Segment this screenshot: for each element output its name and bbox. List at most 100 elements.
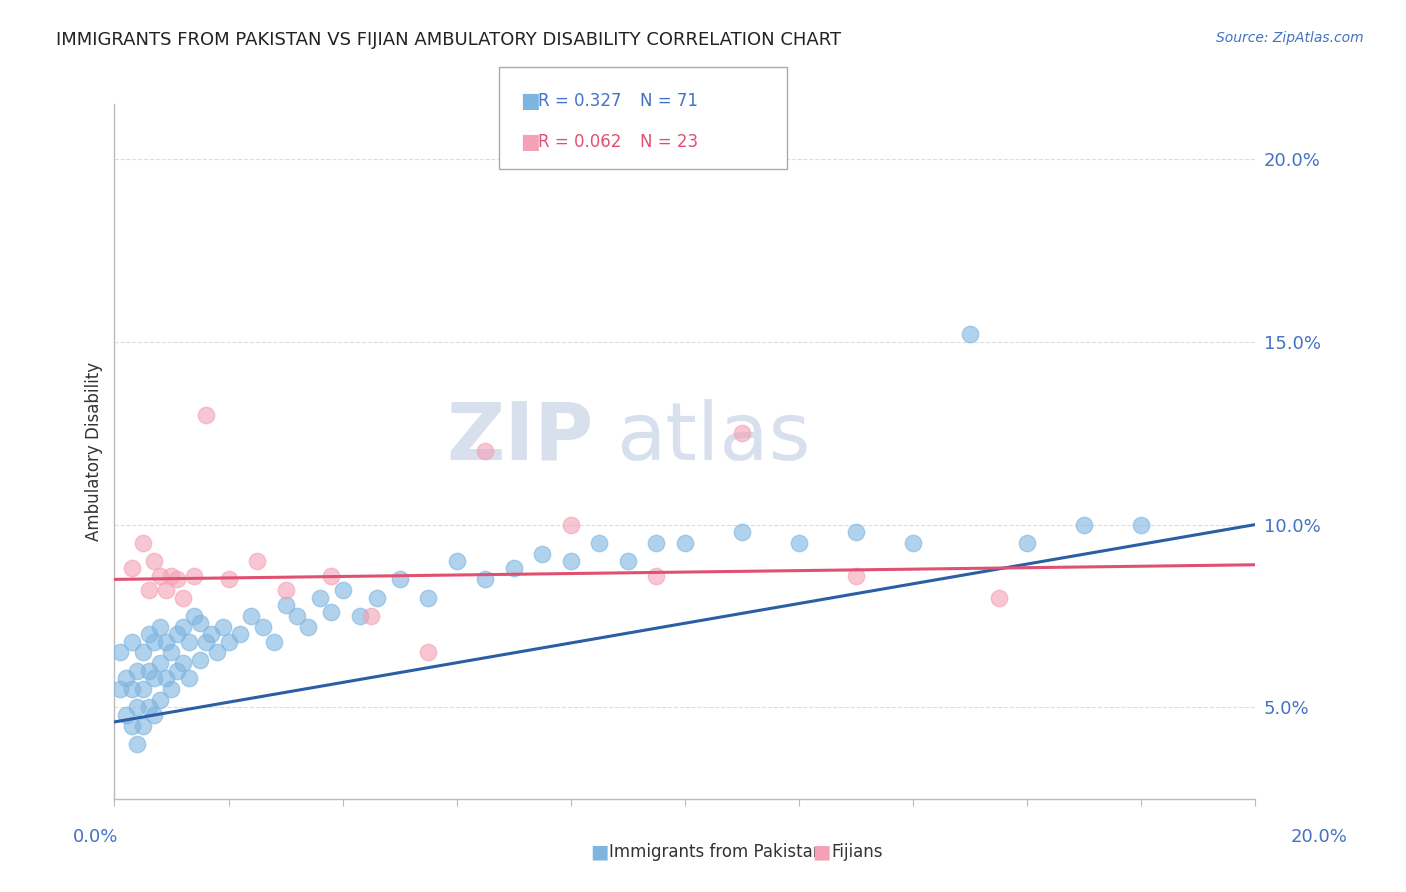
Text: ZIP: ZIP <box>446 399 593 476</box>
Point <box>474 444 496 458</box>
Point <box>787 536 810 550</box>
Point <box>108 681 131 696</box>
Point <box>149 568 172 582</box>
Text: IMMIGRANTS FROM PAKISTAN VS FIJIAN AMBULATORY DISABILITY CORRELATION CHART: IMMIGRANTS FROM PAKISTAN VS FIJIAN AMBUL… <box>56 31 841 49</box>
Point <box>188 616 211 631</box>
Point <box>502 561 524 575</box>
Text: N = 71: N = 71 <box>640 93 697 111</box>
Point <box>143 634 166 648</box>
Point <box>149 657 172 671</box>
Point <box>160 681 183 696</box>
Text: N = 23: N = 23 <box>640 133 697 151</box>
Point <box>617 554 640 568</box>
Text: atlas: atlas <box>616 399 811 476</box>
Point <box>200 627 222 641</box>
Point <box>560 554 582 568</box>
Point <box>172 591 194 605</box>
Point <box>143 671 166 685</box>
Point <box>845 568 868 582</box>
Text: ■: ■ <box>520 132 540 152</box>
Point <box>132 536 155 550</box>
Point <box>114 671 136 685</box>
Text: ■: ■ <box>813 842 831 862</box>
Point <box>127 664 149 678</box>
Point <box>959 327 981 342</box>
Point <box>183 568 205 582</box>
Point <box>160 568 183 582</box>
Point <box>1073 517 1095 532</box>
Point <box>531 547 554 561</box>
Point <box>229 627 252 641</box>
Text: R = 0.062: R = 0.062 <box>538 133 621 151</box>
Point <box>845 524 868 539</box>
Point <box>1130 517 1153 532</box>
Point <box>138 627 160 641</box>
Point <box>183 609 205 624</box>
Point <box>138 583 160 598</box>
Point <box>588 536 610 550</box>
Point <box>388 573 411 587</box>
Point <box>188 653 211 667</box>
Point <box>121 718 143 732</box>
Point <box>297 620 319 634</box>
Point <box>321 605 343 619</box>
Point <box>149 620 172 634</box>
Point <box>194 408 217 422</box>
Point <box>172 657 194 671</box>
Point <box>901 536 924 550</box>
Point <box>645 536 668 550</box>
Point <box>149 693 172 707</box>
Point <box>987 591 1010 605</box>
Text: Source: ZipAtlas.com: Source: ZipAtlas.com <box>1216 31 1364 45</box>
Text: 0.0%: 0.0% <box>73 828 118 846</box>
Point <box>155 671 177 685</box>
Point <box>474 573 496 587</box>
Point <box>143 707 166 722</box>
Point <box>114 707 136 722</box>
Point <box>121 561 143 575</box>
Text: R = 0.327: R = 0.327 <box>538 93 621 111</box>
Point <box>731 426 754 441</box>
Point <box>138 664 160 678</box>
Point <box>240 609 263 624</box>
Point <box>446 554 468 568</box>
Point <box>560 517 582 532</box>
Point <box>308 591 330 605</box>
Point <box>172 620 194 634</box>
Point <box>155 583 177 598</box>
Point <box>285 609 308 624</box>
Point <box>177 671 200 685</box>
Point <box>673 536 696 550</box>
Point <box>246 554 269 568</box>
Text: ■: ■ <box>591 842 609 862</box>
Point <box>127 700 149 714</box>
Point <box>121 634 143 648</box>
Point <box>274 583 297 598</box>
Point <box>108 645 131 659</box>
Point <box>155 634 177 648</box>
Point <box>138 700 160 714</box>
Point <box>211 620 233 634</box>
Point <box>332 583 354 598</box>
Point <box>349 609 371 624</box>
Point <box>418 591 440 605</box>
Point <box>166 573 188 587</box>
Text: 20.0%: 20.0% <box>1291 828 1347 846</box>
Point <box>160 645 183 659</box>
Point <box>205 645 228 659</box>
Point <box>418 645 440 659</box>
Point <box>143 554 166 568</box>
Point <box>274 598 297 612</box>
Point <box>263 634 285 648</box>
Y-axis label: Ambulatory Disability: Ambulatory Disability <box>86 362 103 541</box>
Point <box>1017 536 1039 550</box>
Text: Immigrants from Pakistan: Immigrants from Pakistan <box>609 843 823 861</box>
Point <box>127 737 149 751</box>
Point <box>166 664 188 678</box>
Point <box>360 609 382 624</box>
Point <box>321 568 343 582</box>
Point <box>132 681 155 696</box>
Point <box>177 634 200 648</box>
Point <box>218 634 240 648</box>
Point <box>252 620 274 634</box>
